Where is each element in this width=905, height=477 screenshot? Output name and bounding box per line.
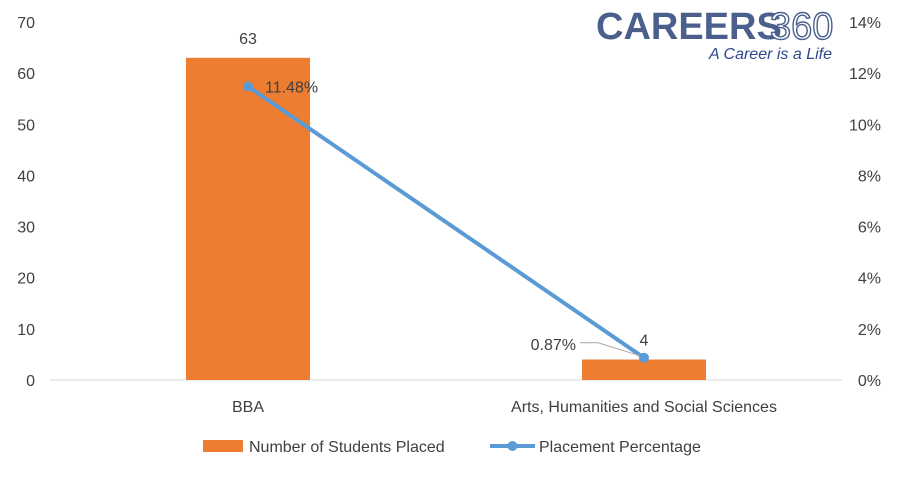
legend: Number of Students Placed Placement Perce… <box>203 439 701 456</box>
category-labels: BBA Arts, Humanities and Social Sciences <box>232 399 777 416</box>
legend-label: Number of Students Placed <box>249 439 445 456</box>
line-data-label: 0.87% <box>531 337 576 354</box>
line-point <box>639 352 649 363</box>
legend-line-marker <box>507 441 518 451</box>
left-tick-label: 60 <box>17 66 35 83</box>
left-tick-label: 70 <box>17 15 35 32</box>
bar <box>582 359 706 380</box>
bar-series: 63 4 <box>186 31 706 381</box>
left-tick-label: 10 <box>17 322 35 339</box>
left-tick-label: 50 <box>17 117 35 134</box>
right-tick-label: 14% <box>849 15 881 32</box>
left-tick-label: 30 <box>17 220 35 237</box>
right-tick-label: 8% <box>858 168 881 185</box>
right-tick-label: 10% <box>849 117 881 134</box>
bar-data-label: 63 <box>239 31 257 48</box>
careers360-logo: CAREERS 360 A Career is a Life <box>596 5 834 63</box>
right-tick-label: 2% <box>858 322 881 339</box>
bar <box>186 57 310 381</box>
left-tick-label: 20 <box>17 271 35 288</box>
line-data-label: 11.48% <box>265 79 318 96</box>
line-series: 11.48% 0.87% <box>243 79 649 363</box>
category-label: Arts, Humanities and Social Sciences <box>511 399 777 416</box>
logo-tagline: A Career is a Life <box>708 46 832 63</box>
legend-bar-swatch <box>203 440 243 452</box>
right-tick-label: 6% <box>858 220 881 237</box>
bar-data-label: 4 <box>640 333 649 350</box>
left-tick-label: 40 <box>17 168 35 185</box>
left-tick-label: 0 <box>26 373 35 390</box>
line-path <box>246 84 646 360</box>
right-axis: 0% 2% 4% 6% 8% 10% 12% 14% <box>849 15 881 390</box>
right-tick-label: 0% <box>858 373 881 390</box>
logo-word: CAREERS <box>596 6 782 48</box>
category-label: BBA <box>232 399 264 416</box>
logo-number: 360 <box>770 6 833 48</box>
left-axis: 0 10 20 30 40 50 60 70 <box>17 15 35 390</box>
legend-label: Placement Percentage <box>539 439 701 456</box>
right-tick-label: 12% <box>849 66 881 83</box>
leader-line <box>580 342 641 357</box>
right-tick-label: 4% <box>858 271 881 288</box>
line-point <box>243 81 253 92</box>
